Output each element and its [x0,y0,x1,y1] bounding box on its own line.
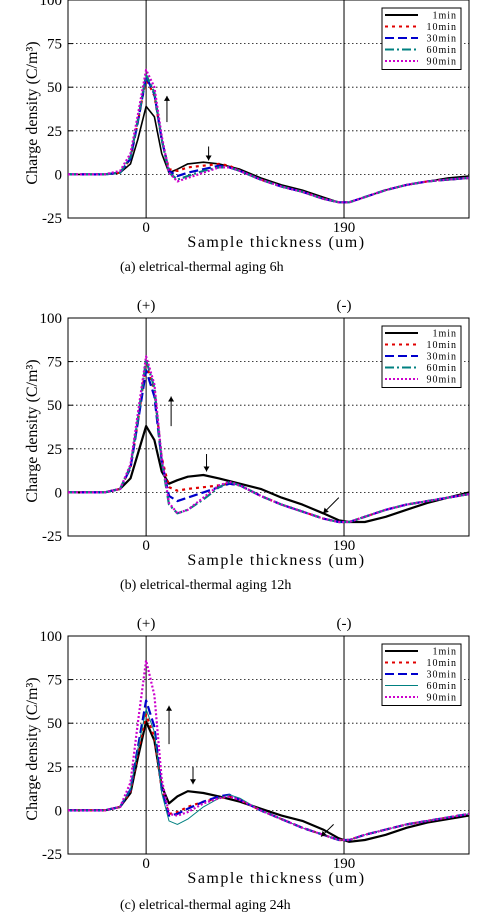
arrow-head [168,396,175,402]
y-tick-label: 0 [55,803,63,819]
y-tick-label: 25 [47,760,62,776]
polarity-label: (+) [137,616,155,632]
plot-frame [67,0,470,219]
series-line-90min [68,68,470,204]
y-tick-label: 75 [47,37,62,53]
figure-caption: (c) eletrical-thermal aging 24h [120,898,291,913]
series-line-30min [68,75,470,204]
y-tick-label: 75 [47,673,62,689]
y-tick-label: 0 [55,485,63,501]
legend-entry: 90min [426,693,457,704]
series-line-60min [68,708,470,841]
series-line-90min [68,659,470,842]
polarity-label: (+) [137,298,155,314]
legend-entry: 1min [432,647,457,658]
legend-entry: 60min [426,363,457,374]
y-tick-label: 75 [47,355,62,371]
x-tick-label: 0 [142,856,150,872]
figure-caption: (b) eletrical-thermal aging 12h [120,578,291,593]
legend-entry: 10min [426,340,457,351]
series-line-90min [68,355,470,524]
series-line-60min [68,73,470,204]
y-axis-title: Charge density (C/m³) [24,359,41,502]
x-tick-label: 190 [333,538,356,554]
y-tick-label: 50 [47,716,62,732]
arrow-head [189,779,196,785]
y-tick-label: 50 [47,398,62,414]
legend-entry: 30min [426,352,457,363]
y-tick-label: 50 [47,80,62,96]
chart-panel-3: 100 75 50 25 0 -25 0 190 1min10min30min60min90mi… [24,616,470,913]
arrow-head [163,95,170,101]
legend-entry: 30min [426,34,457,45]
legend-entry: 30min [426,670,457,681]
legend-entry: 60min [426,681,457,692]
legend-box [381,643,462,706]
y-tick-label: 25 [47,124,62,140]
plot-frame [67,635,470,855]
polarity-label: (-) [337,616,352,632]
x-tick-label: 0 [142,220,150,236]
y-tick-label: 0 [55,167,63,183]
x-axis-title: Sample thickness (um) [187,552,365,569]
x-tick-label: 0 [142,538,150,554]
arrow-head [203,466,210,472]
legend-entry: 1min [432,329,457,340]
x-tick-label: 190 [333,856,356,872]
legend-entry: 90min [426,375,457,386]
y-tick-label: -25 [42,211,62,227]
figure-caption: (a) eletrical-thermal aging 6h [120,260,284,275]
x-axis-title: Sample thickness (um) [187,234,365,251]
y-tick-label: 100 [40,311,63,327]
series-line-10min [68,713,470,842]
legend-entry: 60min [426,45,457,56]
y-tick-label: 100 [40,629,63,645]
arrow-head [205,155,212,161]
y-tick-label: -25 [42,847,62,863]
series-line-1min [68,105,470,204]
arrow-head [166,705,173,711]
arrow-head [323,507,329,514]
legend-box [381,325,462,388]
plot-frame [67,317,470,537]
chart-panel-2: 100 75 50 25 0 -25 0 190 1min10min30min60min90mi… [24,298,470,593]
x-tick-label: 190 [333,220,356,236]
y-tick-label: 100 [40,0,63,9]
series-line-1min [68,425,470,524]
legend-entry: 1min [432,11,457,22]
arrow-head [321,830,327,837]
legend-entry: 90min [426,57,457,68]
y-axis-title: Charge density (C/m³) [24,41,41,184]
legend-entry: 10min [426,22,457,33]
chart-panel-1: 100 75 50 25 0 -25 0 190 1min10min30min60min90mi… [24,0,470,275]
y-tick-label: -25 [42,529,62,545]
series-line-1min [68,720,470,843]
legend-box [381,7,462,70]
x-axis-title: Sample thickness (um) [187,870,365,887]
y-tick-label: 25 [47,442,62,458]
legend-entry: 10min [426,658,457,669]
series-line-30min [68,699,470,842]
polarity-label: (-) [337,298,352,314]
y-axis-title: Charge density (C/m³) [24,677,41,820]
